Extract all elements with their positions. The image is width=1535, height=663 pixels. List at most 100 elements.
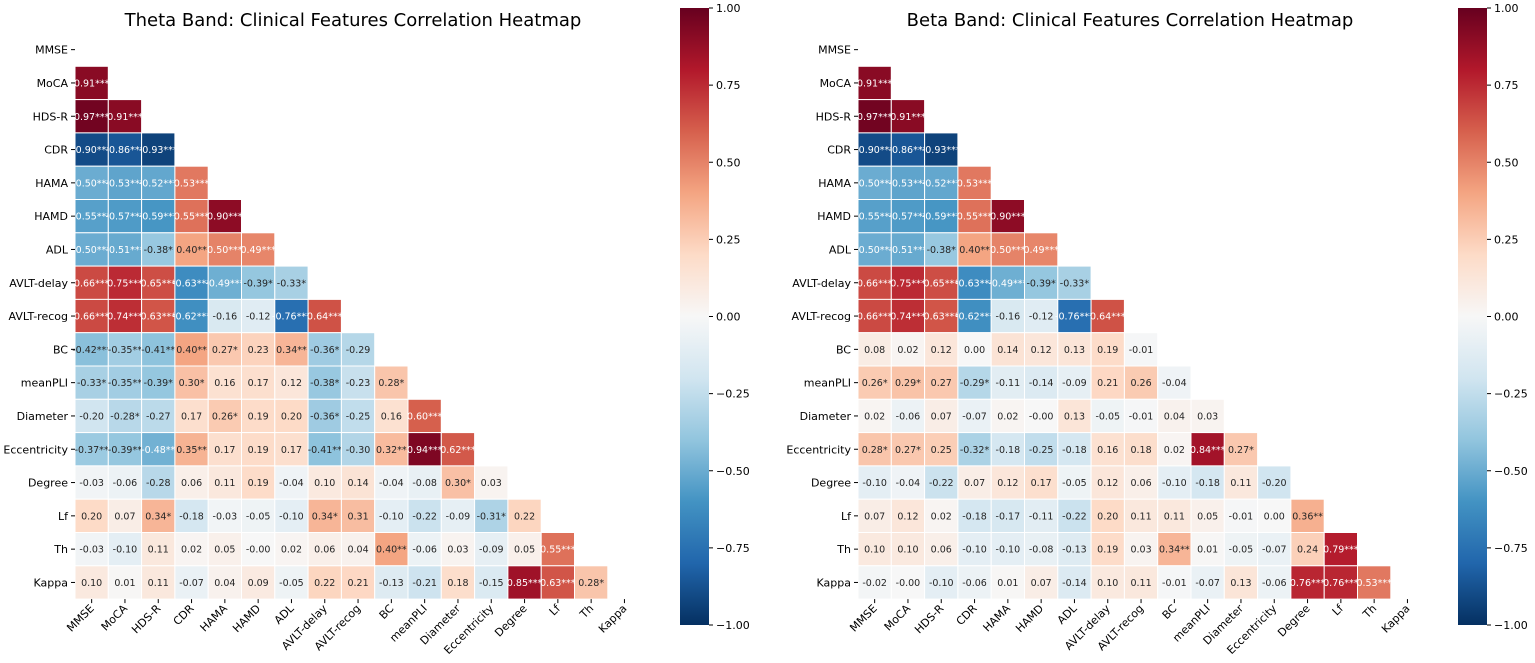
y-tick-label: AVLT-delay [9, 277, 68, 290]
cell-annotation: -0.39* [144, 378, 174, 389]
cell-annotation: -0.16 [996, 312, 1021, 323]
heatmap-cell [1057, 465, 1092, 500]
cell-annotation: 0.17 [214, 445, 235, 456]
heatmap-cell [924, 465, 959, 500]
cell-annotation: 0.64*** [307, 312, 343, 323]
cell-annotation: 0.12 [997, 478, 1018, 489]
left-heatmap-title: Theta Band: Clinical Features Correlatio… [124, 10, 582, 31]
cell-annotation: 0.03 [447, 545, 468, 556]
cell-annotation: 0.31 [347, 511, 368, 522]
cell-annotation: -0.49*** [988, 278, 1027, 289]
y-tick-label: MoCA [820, 77, 852, 90]
cell-annotation: -0.07 [1262, 545, 1287, 556]
cell-annotation: 0.94*** [407, 445, 443, 456]
cell-annotation: 0.90*** [990, 212, 1026, 223]
heatmap-cell [957, 432, 992, 467]
x-tick-label: MoCA [99, 602, 131, 634]
heatmap-cell [1257, 532, 1292, 567]
cell-annotation: -0.37** [75, 445, 109, 456]
beta-heatmap: 0.91***0.97***0.91***-0.90***-0.86***-0.… [786, 2, 1527, 657]
heatmap-cell [174, 565, 209, 600]
cell-annotation: 0.07 [931, 411, 952, 422]
cell-annotation: 0.28* [578, 578, 604, 589]
heatmap-cell [1190, 398, 1225, 434]
cell-annotation: -0.39** [108, 445, 142, 456]
heatmap-cell [1024, 232, 1059, 267]
heatmap-cell [141, 365, 176, 400]
heatmap-cell [924, 232, 959, 267]
cell-annotation: -0.00 [246, 545, 271, 556]
heatmap-cell [174, 498, 209, 534]
cell-annotation: -0.04 [279, 478, 304, 489]
colorbar-tick-label: 0.25 [1494, 233, 1519, 246]
cell-annotation: 0.24 [1297, 545, 1318, 556]
cell-annotation: -0.03 [79, 478, 104, 489]
cell-annotation: -0.13 [1062, 545, 1087, 556]
heatmap-cell [924, 365, 959, 400]
cell-annotation: -0.18 [996, 445, 1021, 456]
cell-annotation: -0.62*** [955, 312, 994, 323]
cell-annotation: 0.11 [148, 545, 169, 556]
cell-annotation: -0.06 [1262, 578, 1287, 589]
cell-annotation: -0.01 [1229, 511, 1254, 522]
cell-annotation: 0.62*** [440, 445, 476, 456]
y-tick-label: HDS-R [816, 110, 852, 123]
right-heatmap-title: Beta Band: Clinical Features Correlation… [907, 10, 1354, 31]
heatmap-cell [107, 265, 143, 300]
cell-annotation: 0.49*** [240, 245, 276, 256]
cell-annotation: 0.11 [1130, 578, 1151, 589]
x-tick-label: MMSE [847, 602, 880, 635]
cell-annotation: 0.05 [514, 545, 535, 556]
cell-annotation: 0.16 [381, 411, 402, 422]
heatmap-cell [241, 298, 276, 334]
cell-annotation: 0.34** [276, 345, 307, 356]
cell-annotation: -0.21 [412, 578, 437, 589]
y-tick-label: ADL [46, 243, 69, 256]
heatmap-cell [307, 398, 342, 434]
heatmap-cell [890, 332, 926, 367]
heatmap-cell [890, 132, 926, 167]
cell-annotation: -0.03 [213, 511, 238, 522]
x-tick-label: HAMA [981, 602, 1014, 635]
heatmap-cell [890, 165, 926, 200]
x-tick-label: Th [1360, 602, 1380, 622]
heatmap-cell [174, 199, 209, 234]
cell-annotation: 0.66*** [74, 312, 110, 323]
heatmap-cell [241, 232, 276, 267]
cell-annotation: -0.86*** [889, 145, 928, 156]
cell-annotation: 0.74*** [890, 312, 926, 323]
heatmap-cell [990, 332, 1026, 367]
cell-annotation: -0.11 [996, 378, 1021, 389]
cell-annotation: 0.11 [1130, 511, 1151, 522]
cell-annotation: 0.29* [895, 378, 921, 389]
heatmap-cell [307, 332, 342, 367]
y-tick-label: Th [53, 543, 68, 556]
heatmap-cell [207, 365, 242, 400]
x-tick-label: CDR [171, 602, 197, 628]
colorbar [1458, 8, 1487, 625]
cell-annotation: -0.38* [310, 378, 340, 389]
cell-annotation: -0.23 [346, 378, 371, 389]
heatmap-cell [1157, 365, 1192, 400]
heatmap-cell [141, 165, 176, 200]
cell-annotation: 0.01 [114, 578, 135, 589]
x-tick-label: HDS-R [129, 602, 163, 636]
x-tick-label: HAMD [1013, 602, 1046, 635]
cell-annotation: 0.17 [181, 411, 202, 422]
heatmap-cell [857, 498, 892, 534]
cell-annotation: -0.53*** [106, 178, 145, 189]
heatmap-cell [407, 565, 442, 600]
cell-annotation: -0.35** [108, 378, 142, 389]
cell-annotation: 0.50*** [207, 245, 243, 256]
cell-annotation: -0.59*** [139, 212, 178, 223]
cell-annotation: -0.90*** [855, 145, 894, 156]
x-tick-label: Lf [547, 601, 564, 618]
heatmap-cell [1223, 432, 1259, 467]
heatmap-cell [241, 465, 276, 500]
colorbar-tick-label: −0.25 [716, 388, 750, 401]
cell-annotation: 0.26* [862, 378, 888, 389]
y-tick-label: ADL [829, 243, 852, 256]
cell-annotation: 0.00 [1264, 511, 1285, 522]
cell-annotation: -0.06 [962, 578, 987, 589]
heatmap-cell [924, 132, 959, 167]
